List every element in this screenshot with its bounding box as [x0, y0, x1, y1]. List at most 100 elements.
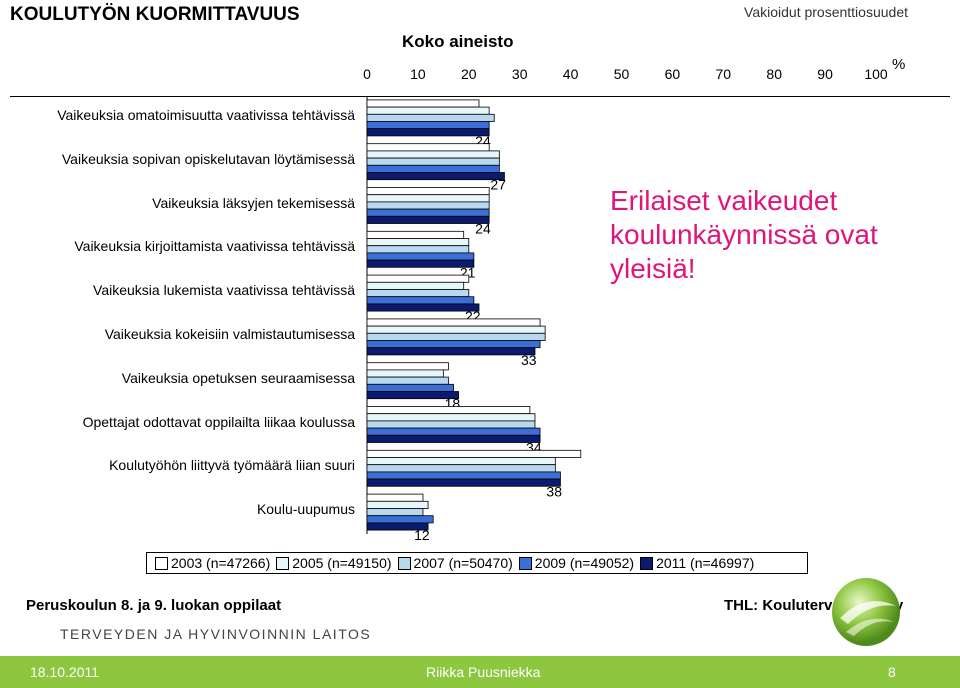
bar-8-series-1 — [366, 406, 531, 415]
bar-5-series-5 — [366, 303, 480, 312]
category-label-5: Vaikeuksia lukemista vaativissa tehtävis… — [93, 282, 355, 299]
legend-label-3: 2007 (n=50470) — [413, 555, 513, 571]
bar-2-series-2 — [366, 150, 500, 159]
bar-7-series-4 — [366, 383, 454, 392]
bar-3-series-3 — [366, 201, 490, 210]
legend-label-4: 2009 (n=49052) — [534, 555, 635, 571]
category-label-9: Koulutyöhön liittyvä työmäärä liian suur… — [109, 457, 355, 474]
category-label-10: Koulu-uupumus — [256, 501, 355, 518]
bar-6-series-3 — [366, 332, 546, 341]
bar-1-series-5 — [366, 128, 490, 137]
footer-population: Peruskoulun 8. ja 9. luokan oppilaat — [26, 597, 282, 614]
bar-4-series-3 — [366, 245, 470, 254]
bar-9-series-2 — [366, 457, 556, 466]
bar-4-series-1 — [366, 230, 465, 239]
footer-author: Riikka Puusniekka — [426, 664, 541, 680]
bottom-bar — [0, 656, 960, 688]
bar-8-series-3 — [366, 420, 536, 429]
category-labels: Vaikeuksia omatoimisuutta vaativissa teh… — [0, 0, 355, 560]
bar-8-series-4 — [366, 427, 541, 436]
bar-4-series-2 — [366, 238, 470, 247]
bar-5-series-3 — [366, 289, 470, 298]
data-label-6: 33 — [521, 352, 537, 368]
thl-logo-icon — [832, 578, 900, 646]
bar-4-series-5 — [366, 259, 475, 268]
legend-item-1: 2003 (n=47266) — [155, 555, 270, 571]
bar-2-series-4 — [366, 164, 500, 173]
bar-2-series-1 — [366, 143, 490, 152]
data-label-9: 38 — [546, 483, 562, 499]
bar-9-series-3 — [366, 464, 556, 473]
x-unit-label: % — [892, 56, 906, 73]
x-tick-label-100: 100 — [864, 66, 888, 82]
category-label-1: Vaikeuksia omatoimisuutta vaativissa teh… — [57, 106, 355, 123]
legend-swatch-4 — [518, 556, 532, 570]
bar-1-series-1 — [366, 99, 480, 108]
data-label-3: 24 — [475, 221, 491, 237]
bar-6-series-2 — [366, 325, 546, 334]
legend-label-5: 2011 (n=46997) — [656, 555, 755, 571]
legend-item-2: 2005 (n=49150) — [276, 555, 392, 571]
bar-3-series-1 — [366, 187, 490, 196]
bar-9-series-1 — [366, 449, 582, 458]
bar-6-series-4 — [366, 340, 541, 349]
legend-swatch-5 — [640, 556, 654, 570]
x-tick-label-30: 30 — [512, 66, 528, 82]
bar-2-series-3 — [366, 157, 500, 166]
bar-10-series-4 — [366, 515, 434, 524]
bar-7-series-3 — [366, 376, 449, 385]
bar-1-series-3 — [366, 113, 495, 122]
x-tick-label-50: 50 — [614, 66, 630, 82]
x-tick-label-0: 0 — [363, 66, 371, 82]
legend-swatch-1 — [155, 556, 168, 570]
x-tick-label-90: 90 — [817, 66, 833, 82]
callout-text: Erilaiset vaikeudet koulunkäynnissä ovat… — [610, 185, 878, 284]
legend-label-2: 2005 (n=49150) — [292, 555, 392, 571]
category-label-6: Vaikeuksia kokeisiin valmistautumisessa — [104, 325, 355, 342]
chart-title: Koko aineisto — [402, 32, 514, 51]
x-tick-label-20: 20 — [461, 66, 477, 82]
organization-name: TERVEYDEN JA HYVINVOINNIN LAITOS — [60, 626, 372, 642]
bar-5-series-1 — [366, 274, 470, 283]
bar-2-series-5 — [366, 172, 505, 181]
category-label-4: Vaikeuksia kirjoittamista vaativissa teh… — [74, 238, 355, 255]
data-label-2: 27 — [490, 177, 506, 193]
legend-swatch-3 — [397, 556, 411, 570]
page-number: 8 — [888, 664, 896, 680]
legend-swatch-2 — [276, 556, 290, 570]
bar-3-series-4 — [366, 208, 490, 217]
bar-6-series-5 — [366, 347, 536, 356]
chart-legend: 2003 (n=47266) 2005 (n=49150) 2007 (n=5047… — [146, 552, 808, 574]
category-label-3: Vaikeuksia läksyjen tekemisessä — [152, 194, 355, 211]
bar-7-series-2 — [366, 369, 444, 378]
legend-item-5: 2011 (n=46997) — [640, 555, 754, 571]
x-tick-label-60: 60 — [665, 66, 681, 82]
x-tick-label-80: 80 — [766, 66, 782, 82]
category-label-2: Vaikeuksia sopivan opiskelutavan löytämi… — [61, 150, 355, 167]
bar-10-series-3 — [366, 508, 424, 517]
bar-10-series-5 — [366, 522, 429, 531]
category-label-7: Vaikeuksia opetuksen seuraamisessa — [121, 369, 355, 386]
header-divider — [10, 96, 950, 97]
bar-6-series-1 — [366, 318, 541, 327]
x-tick-label-40: 40 — [563, 66, 579, 82]
x-tick-label-10: 10 — [410, 66, 426, 82]
bar-8-series-5 — [366, 434, 541, 443]
legend-item-3: 2007 (n=50470) — [397, 555, 513, 571]
x-tick-label-70: 70 — [716, 66, 732, 82]
bar-3-series-5 — [366, 215, 490, 224]
page-subtitle: Vakioidut prosenttiosuudet — [744, 4, 908, 20]
bar-7-series-5 — [366, 391, 460, 400]
bar-5-series-4 — [366, 296, 475, 305]
bar-1-series-4 — [366, 121, 490, 130]
bar-10-series-2 — [366, 500, 429, 509]
bar-10-series-1 — [366, 493, 424, 502]
page-title: KOULUTYÖN KUORMITTAVUUS — [10, 4, 300, 25]
bar-9-series-4 — [366, 471, 561, 480]
legend-item-4: 2009 (n=49052) — [518, 555, 635, 571]
bar-7-series-1 — [366, 362, 449, 371]
bar-9-series-5 — [366, 478, 561, 487]
bar-1-series-2 — [366, 106, 490, 115]
footer-date: 18.10.2011 — [30, 664, 100, 680]
legend-label-1: 2003 (n=47266) — [171, 555, 271, 571]
